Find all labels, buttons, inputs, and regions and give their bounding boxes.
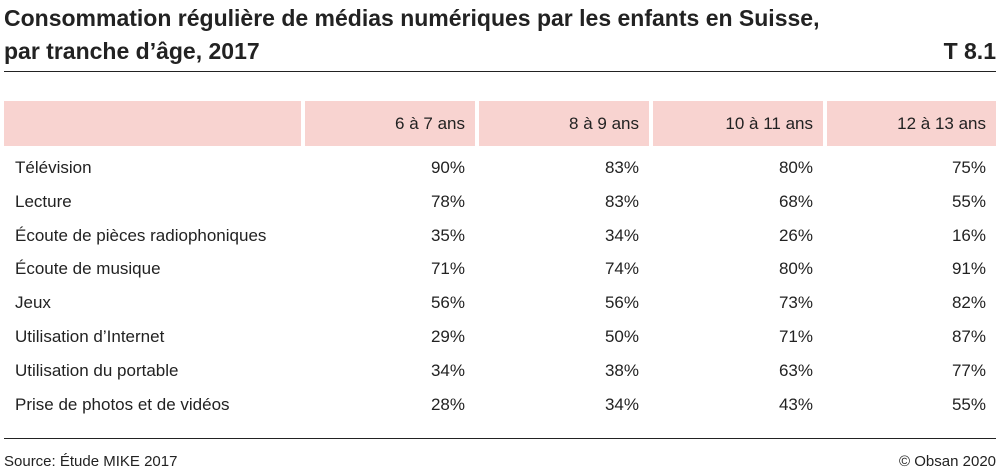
table-cell: 55% — [951, 394, 986, 414]
table-cell: 87% — [951, 326, 986, 346]
page-title: Consommation régulière de médias numériq… — [4, 2, 904, 68]
table-cell: 29% — [430, 326, 465, 346]
table-cell: 68% — [778, 191, 813, 211]
row-label: Prise de photos et de vidéos — [15, 394, 230, 414]
table-header: Consommation régulière de médias numériq… — [4, 2, 996, 70]
row-label: Écoute de pièces radiophoniques — [15, 225, 267, 245]
table-row: Utilisation d’Internet 29% 50% 71% 87% — [4, 320, 996, 354]
column-header-12-13: 12 à 13 ans — [827, 101, 996, 146]
table-cell: 82% — [951, 293, 986, 313]
table-cell: 78% — [430, 191, 465, 211]
table-cell: 83% — [604, 158, 639, 177]
column-header-6-7: 6 à 7 ans — [305, 101, 475, 146]
table-cell: 63% — [778, 360, 813, 380]
row-label: Écoute de musique — [15, 259, 161, 279]
row-label: Utilisation d’Internet — [15, 326, 165, 346]
bottom-divider — [4, 438, 996, 439]
table-cell: 28% — [430, 394, 465, 414]
table-cell: 80% — [778, 158, 813, 177]
table-row: Télévision 90% 83% 80% 75% — [4, 151, 996, 185]
table-cell: 56% — [430, 293, 465, 313]
top-divider — [4, 71, 996, 72]
table-row: Utilisation du portable 34% 38% 63% 77% — [4, 354, 996, 388]
row-label: Jeux — [15, 293, 51, 313]
column-header-10-11: 10 à 11 ans — [653, 101, 823, 146]
table-cell: 38% — [604, 360, 639, 380]
title-line-2: par tranche d’âge, 2017 — [4, 38, 260, 64]
table-cell: 75% — [951, 158, 986, 177]
table-cell: 34% — [604, 394, 639, 414]
table-cell: 16% — [951, 225, 986, 245]
copyright-note: © Obsan 2020 — [899, 453, 996, 470]
table-cell: 56% — [604, 293, 639, 313]
table-row: Lecture 78% 83% 68% 55% — [4, 185, 996, 219]
table-cell: 71% — [778, 326, 813, 346]
table-row: Jeux 56% 56% 73% 82% — [4, 286, 996, 320]
column-header-row: 6 à 7 ans 8 à 9 ans 10 à 11 ans 12 à 13 … — [4, 101, 996, 146]
table-row: Écoute de musique 71% 74% 80% 91% — [4, 252, 996, 286]
column-header-label — [4, 101, 301, 146]
table-cell: 73% — [778, 293, 813, 313]
table-cell: 50% — [604, 326, 639, 346]
table-cell: 80% — [778, 259, 813, 279]
source-note: Source: Étude MIKE 2017 — [4, 453, 178, 470]
table-number: T 8.1 — [943, 38, 996, 64]
table-row: Prise de photos et de vidéos 28% 34% 43%… — [4, 388, 996, 422]
table-cell: 43% — [778, 394, 813, 414]
table-cell: 55% — [951, 191, 986, 211]
table-cell: 34% — [430, 360, 465, 380]
title-line-1: Consommation régulière de médias numériq… — [4, 5, 820, 31]
table-cell: 71% — [430, 259, 465, 279]
table-cell: 34% — [604, 225, 639, 245]
row-label: Télévision — [15, 158, 92, 177]
column-header-8-9: 8 à 9 ans — [479, 101, 649, 146]
table-cell: 26% — [778, 225, 813, 245]
row-label: Utilisation du portable — [15, 360, 179, 380]
row-label: Lecture — [15, 191, 72, 211]
table-cell: 74% — [604, 259, 639, 279]
table-cell: 83% — [604, 191, 639, 211]
table-cell: 91% — [951, 259, 986, 279]
table-cell: 35% — [430, 225, 465, 245]
table-cell: 90% — [430, 158, 465, 177]
table-row: Écoute de pièces radiophoniques 35% 34% … — [4, 219, 996, 253]
table-cell: 77% — [951, 360, 986, 380]
table-body: Télévision 90% 83% 80% 75% Lecture 78% 8… — [4, 151, 996, 421]
